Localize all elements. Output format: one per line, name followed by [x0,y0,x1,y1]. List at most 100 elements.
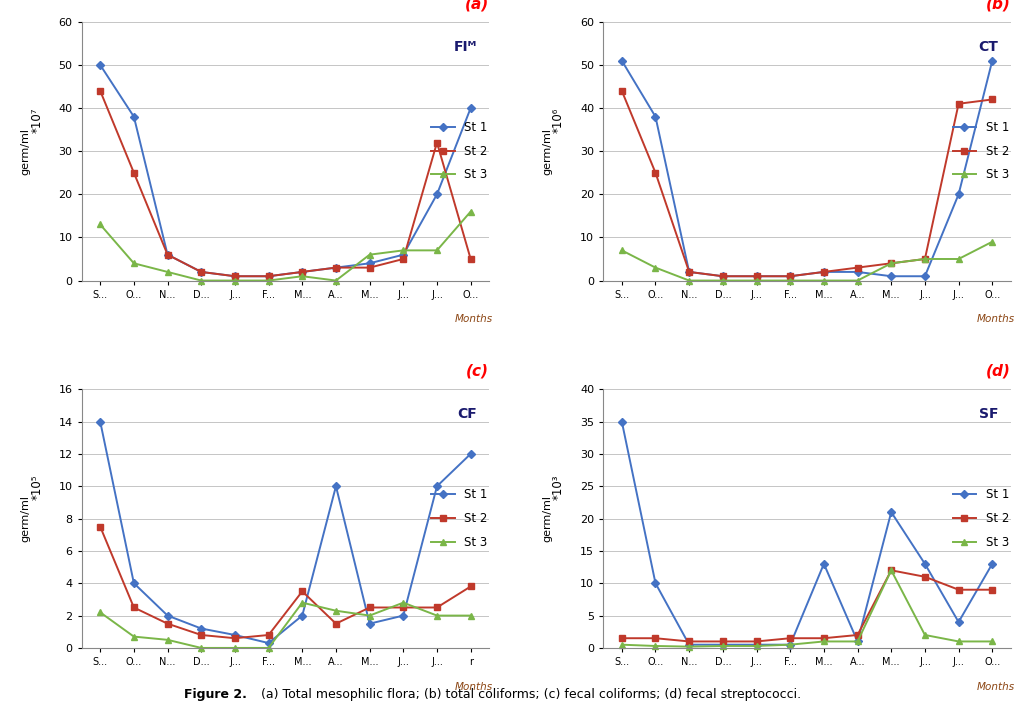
Legend: St 1, St 2, St 3: St 1, St 2, St 3 [953,121,1009,181]
St 2 [649,634,662,643]
St 2 [852,630,864,639]
Text: SF: SF [979,408,999,422]
St 2 [262,272,275,280]
Line: St 2: St 2 [97,524,474,641]
St 3 [296,598,308,607]
Text: *10⁵: *10⁵ [31,475,43,500]
St 1 [986,56,999,65]
St 2 [818,634,830,643]
St 1 [431,190,443,199]
St 1 [161,612,174,620]
Y-axis label: germ/ml: germ/ml [542,495,552,542]
Text: Months: Months [455,314,493,324]
St 2 [717,637,729,646]
St 2 [94,87,106,95]
St 3 [683,276,695,285]
St 1 [750,641,763,649]
St 1 [885,272,897,280]
St 3 [128,632,140,641]
St 1 [649,579,662,587]
Y-axis label: germ/ml: germ/ml [542,127,552,175]
St 2 [649,168,662,177]
St 3 [616,246,628,255]
St 3 [330,276,342,285]
St 1 [885,507,897,516]
St 1 [818,268,830,277]
St 1 [953,617,965,626]
St 2 [363,603,376,612]
St 1 [363,620,376,628]
St 3 [397,598,409,607]
St 1 [717,272,729,280]
Line: St 1: St 1 [97,62,474,279]
St 3 [986,637,999,646]
St 3 [818,637,830,646]
St 3 [195,644,207,652]
Text: (b): (b) [986,0,1011,12]
St 3 [649,264,662,272]
St 3 [717,276,729,285]
St 2 [818,268,830,277]
St 3 [465,612,477,620]
St 2 [330,620,342,628]
St 1 [363,259,376,268]
Line: St 2: St 2 [619,88,995,279]
St 2 [296,587,308,596]
St 1 [431,482,443,491]
St 3 [161,636,174,644]
St 3 [683,642,695,651]
St 2 [128,603,140,612]
Text: (a): (a) [465,0,489,12]
St 1 [683,268,695,277]
St 2 [750,637,763,646]
St 3 [885,566,897,574]
St 2 [750,272,763,280]
Text: (c): (c) [467,364,489,379]
St 2 [986,95,999,104]
St 1 [296,268,308,277]
St 3 [919,255,931,264]
St 2 [363,264,376,272]
St 3 [750,276,763,285]
St 1 [397,250,409,259]
St 1 [465,449,477,458]
St 2 [885,566,897,574]
St 1 [229,272,241,280]
Line: St 1: St 1 [97,419,474,646]
St 1 [919,560,931,569]
Y-axis label: germ/ml: germ/ml [20,495,31,542]
St 2 [431,138,443,147]
St 3 [161,268,174,277]
Line: St 2: St 2 [619,568,995,644]
St 3 [229,644,241,652]
St 2 [784,634,796,643]
St 3 [616,641,628,649]
St 2 [229,634,241,643]
St 1 [195,624,207,633]
St 1 [986,560,999,569]
Line: St 1: St 1 [619,58,995,279]
St 2 [683,268,695,277]
St 3 [431,612,443,620]
St 2 [465,582,477,591]
Y-axis label: germ/ml: germ/ml [20,127,31,175]
St 2 [195,630,207,639]
St 3 [431,246,443,255]
St 1 [296,612,308,620]
Line: St 3: St 3 [97,208,474,284]
St 2 [986,585,999,594]
Text: (d): (d) [986,364,1011,379]
St 3 [94,220,106,229]
St 1 [330,482,342,491]
St 3 [195,276,207,285]
St 3 [953,255,965,264]
Line: St 1: St 1 [619,419,995,647]
St 3 [296,272,308,280]
St 3 [717,641,729,650]
St 2 [885,259,897,268]
Text: *10³: *10³ [552,475,565,500]
St 1 [94,417,106,426]
St 3 [784,641,796,649]
St 3 [94,608,106,617]
St 3 [818,276,830,285]
